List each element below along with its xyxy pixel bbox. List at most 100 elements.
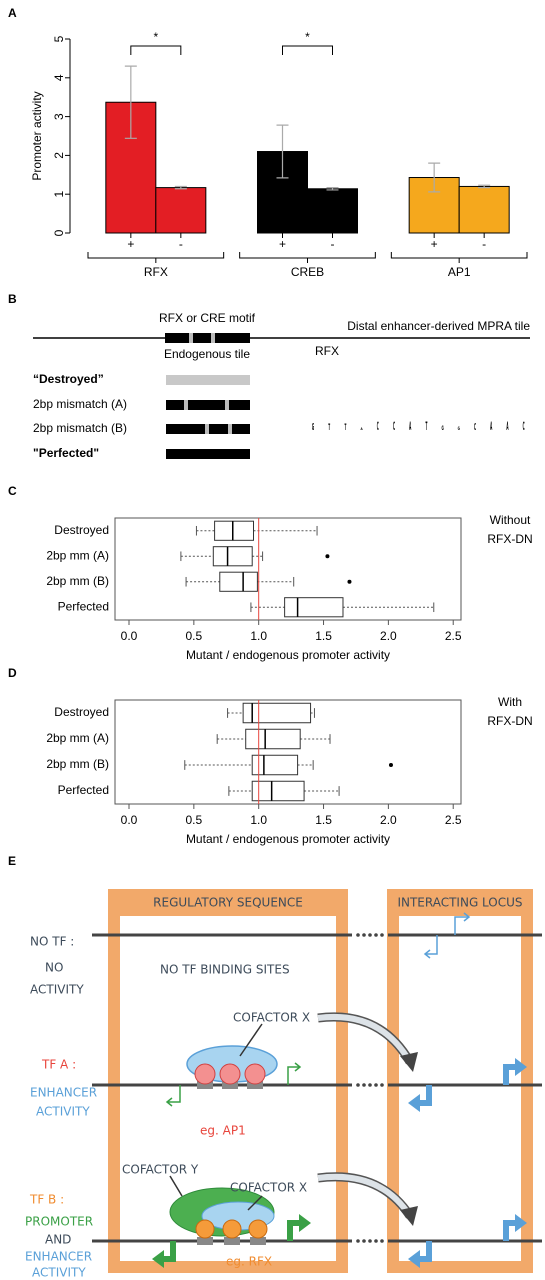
variant-label: 2bp mismatch (A) xyxy=(33,397,127,411)
error-bar xyxy=(428,162,441,193)
x-tick-label: 0.5 xyxy=(186,629,203,643)
x-tick-label: 1.5 xyxy=(315,813,332,827)
pointer xyxy=(239,1023,263,1057)
x-axis-label: Mutant / endogenous promoter activity xyxy=(186,832,390,846)
cofactor-label: COFACTOR X xyxy=(230,1181,307,1195)
side-note: RFX-DN xyxy=(487,532,532,546)
curved-arrow xyxy=(317,1014,413,1064)
row-desc: ACTIVITY xyxy=(36,1105,90,1119)
x-tick-label: 1.5 xyxy=(315,629,332,643)
x-sub-label: - xyxy=(482,237,486,251)
frame-header xyxy=(108,889,348,916)
variant-label: "Perfected" xyxy=(33,446,99,460)
error-bar xyxy=(326,187,339,191)
box xyxy=(251,780,305,802)
x-tick-label: RFX xyxy=(144,265,168,279)
header: REGULATORY SEQUENCE xyxy=(153,896,303,910)
y-tick-label: Perfected xyxy=(58,599,109,613)
side-note: With xyxy=(498,695,522,709)
outlier xyxy=(325,554,330,559)
row-title: TF B : xyxy=(29,1193,64,1207)
significance-bracket xyxy=(282,45,333,55)
x-sub-label: + xyxy=(279,237,286,251)
logo-letter: A xyxy=(506,420,508,434)
row-desc: AND xyxy=(45,1233,71,1247)
logo-letter: T xyxy=(328,422,330,433)
group-brace xyxy=(87,252,225,263)
endogenous-label: Endogenous tile xyxy=(164,347,250,361)
row-title: NO TF : xyxy=(30,935,74,949)
box xyxy=(214,520,255,541)
variant-gap xyxy=(228,424,232,434)
variant-bar xyxy=(166,449,250,459)
x-tick-label: 1.0 xyxy=(250,629,267,643)
y-tick-label: Destroyed xyxy=(54,523,109,537)
error-bar xyxy=(174,185,187,190)
y-tick-label: 0 xyxy=(52,229,66,236)
x-sub-label: - xyxy=(331,237,335,251)
y-tick-label: 1 xyxy=(52,191,66,198)
x-axis-label: Mutant / endogenous promoter activity xyxy=(186,648,390,662)
tss-arrow-big xyxy=(503,1058,527,1085)
logo-title: RFX xyxy=(315,344,339,358)
curved-arrow xyxy=(317,1173,413,1218)
x-sub-label: - xyxy=(179,237,183,251)
arrow-head xyxy=(400,1052,418,1072)
x-tick-label: 2.5 xyxy=(445,629,462,643)
variant-gap xyxy=(184,400,188,410)
tss-arrow xyxy=(287,1062,302,1085)
group-brace xyxy=(390,252,528,263)
group-brace xyxy=(239,252,376,263)
logo-letter: C xyxy=(377,419,379,433)
bar xyxy=(458,185,510,234)
error-bar xyxy=(478,184,491,189)
logo-letter: G xyxy=(312,422,314,433)
x-tick-label: 0.0 xyxy=(121,629,138,643)
y-tick-label: 3 xyxy=(52,113,66,120)
motif-label: RFX or CRE motif xyxy=(159,311,256,325)
x-tick-label: 2.0 xyxy=(380,629,397,643)
logo-letter: T xyxy=(344,422,346,433)
significance: * xyxy=(153,30,158,44)
bar xyxy=(307,188,358,234)
y-tick-label: 4 xyxy=(52,74,66,81)
side-note: Without xyxy=(490,513,531,527)
row-desc: ACTIVITY xyxy=(30,983,84,997)
row-desc: PROMOTER xyxy=(25,1215,93,1229)
dots xyxy=(356,933,384,1243)
significance-bracket xyxy=(130,45,182,55)
motif-block xyxy=(165,333,250,343)
x-tick-label: 0.0 xyxy=(121,813,138,827)
error-bar xyxy=(124,65,137,139)
side-note: RFX-DN xyxy=(487,714,532,728)
pointer xyxy=(247,1195,263,1211)
pointer xyxy=(169,1175,183,1197)
row-title: TF A : xyxy=(41,1058,76,1072)
arrow-head xyxy=(400,1206,418,1226)
tss-arrow xyxy=(423,935,438,959)
tss-arrow-big xyxy=(408,1241,432,1268)
logo-letter: C xyxy=(393,419,395,433)
variant-gap xyxy=(225,400,229,410)
outlier xyxy=(388,763,393,767)
plot-frame xyxy=(114,517,462,621)
box xyxy=(219,571,258,592)
panel-label: C xyxy=(8,484,17,498)
x-sub-label: + xyxy=(127,237,134,251)
panel-label: A xyxy=(8,6,17,20)
outlier xyxy=(347,579,352,584)
box xyxy=(242,702,312,724)
motif-gap xyxy=(189,333,193,343)
y-axis-label: Promoter activity xyxy=(30,91,44,180)
panel-b: RFX or CRE motif Distal enhancer-derived… xyxy=(33,311,530,460)
motif-gap xyxy=(211,333,215,343)
variant-bar xyxy=(166,375,250,385)
box xyxy=(284,597,344,618)
logo-letter: G xyxy=(458,426,460,431)
logo-letter: G xyxy=(441,425,443,433)
significance: * xyxy=(305,30,310,44)
x-tick-label: 1.0 xyxy=(250,813,267,827)
box xyxy=(212,546,253,567)
logo-letter: T xyxy=(425,420,427,434)
